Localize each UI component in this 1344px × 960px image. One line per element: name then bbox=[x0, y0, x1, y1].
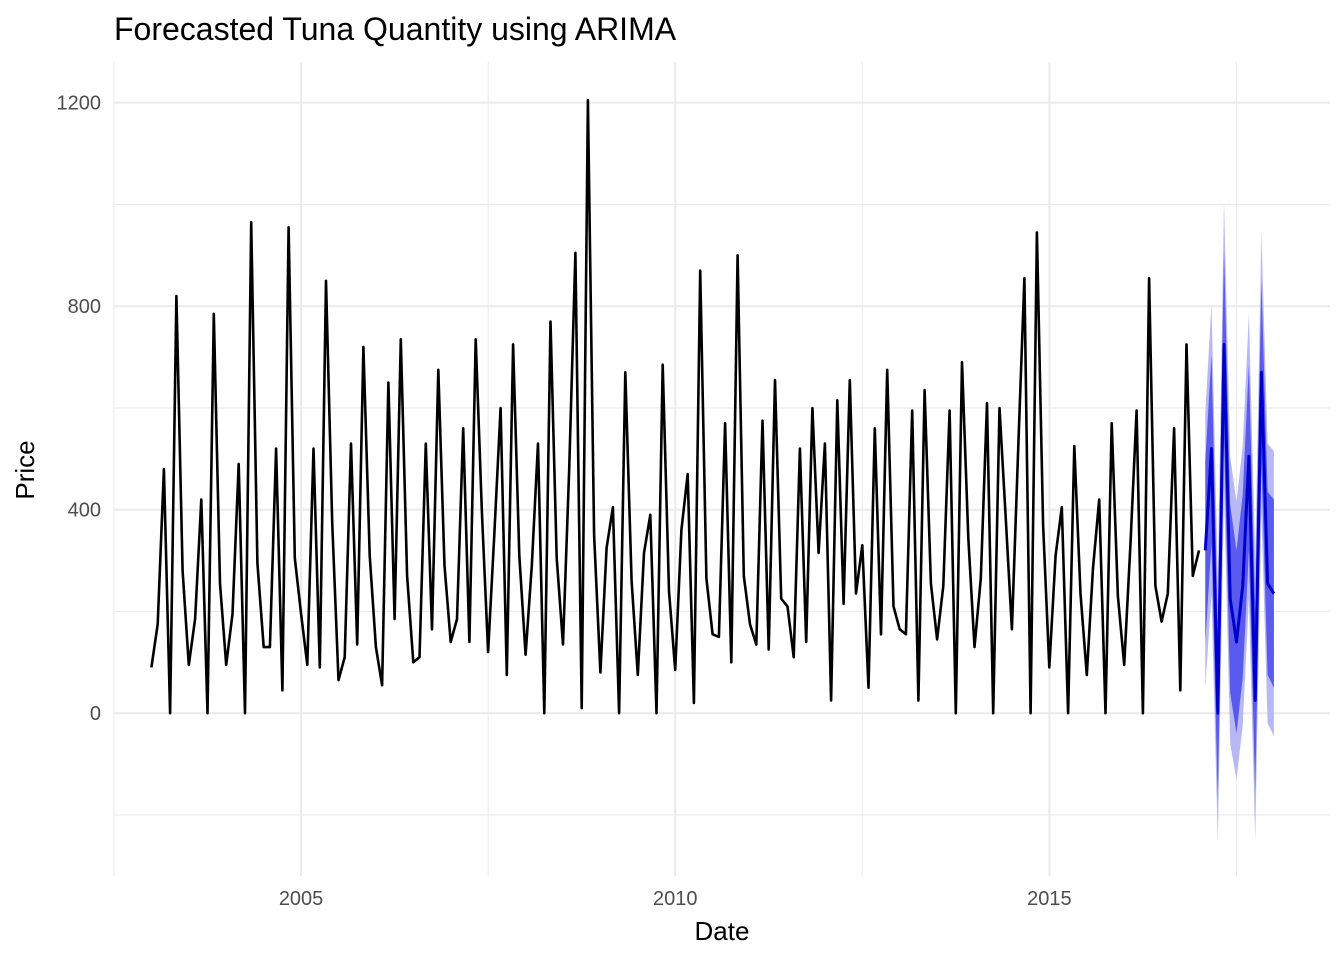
grid bbox=[113, 62, 1330, 876]
y-axis-title: Price bbox=[10, 440, 40, 499]
x-tick-label: 2015 bbox=[1027, 888, 1072, 910]
history-line bbox=[150, 98, 1201, 715]
x-axis-title: Date bbox=[695, 916, 750, 946]
x-axis-ticks: 2005 2010 2015 bbox=[279, 888, 1072, 910]
x-tick-label: 2005 bbox=[279, 888, 324, 910]
y-tick-label: 400 bbox=[68, 500, 101, 522]
y-axis-ticks: 0 400 800 1200 bbox=[57, 93, 102, 726]
chart-title: Forecasted Tuna Quantity using ARIMA bbox=[114, 11, 677, 47]
y-tick-label: 1200 bbox=[57, 93, 102, 115]
forecast-line bbox=[1203, 342, 1276, 715]
forecast-bands bbox=[1205, 201, 1274, 843]
y-tick-label: 800 bbox=[68, 296, 101, 318]
x-tick-label: 2010 bbox=[653, 888, 698, 910]
y-tick-label: 0 bbox=[90, 703, 101, 725]
series-lines bbox=[150, 98, 1276, 715]
